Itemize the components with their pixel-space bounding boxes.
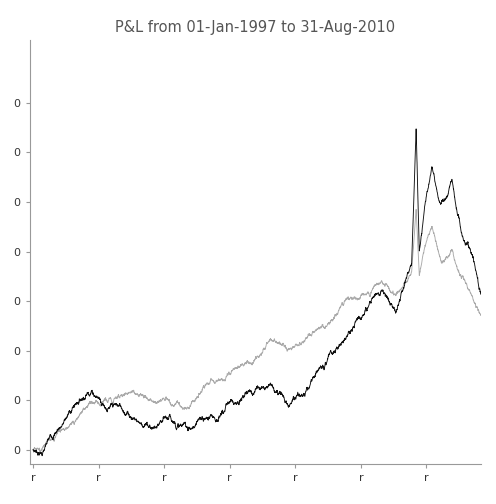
Title: P&L from 01-Jan-1997 to 31-Aug-2010: P&L from 01-Jan-1997 to 31-Aug-2010 — [116, 20, 395, 35]
